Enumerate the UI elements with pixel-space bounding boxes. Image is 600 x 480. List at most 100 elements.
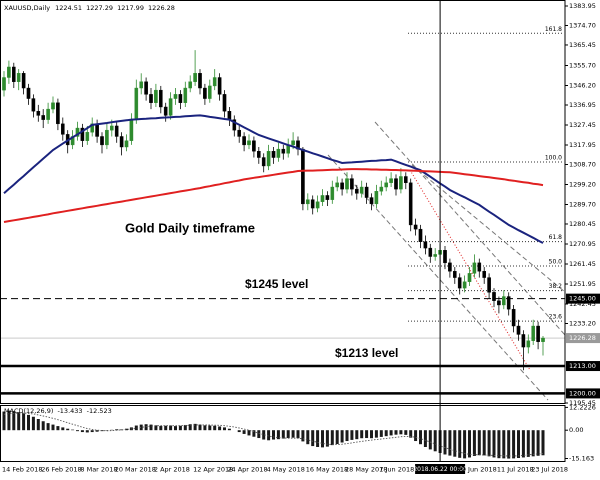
y-tick-label: 1195.45 <box>569 399 596 407</box>
macd-bar <box>149 424 153 431</box>
macd-bar <box>399 430 403 435</box>
macd-bar <box>311 430 315 447</box>
level-label: 1213.00 <box>569 362 596 370</box>
macd-bar <box>208 425 212 431</box>
candle-body <box>330 186 335 200</box>
candle-body <box>497 300 501 306</box>
macd-bar <box>2 411 6 431</box>
y-tick-label: 1317.95 <box>569 141 596 149</box>
level-tag <box>566 333 600 344</box>
candle-body <box>217 77 222 95</box>
candle-body <box>448 262 452 272</box>
macd-value: -13.433 <box>57 407 82 415</box>
close: 1226.28 <box>148 4 175 12</box>
candle-body <box>237 129 242 137</box>
macd-bar <box>428 430 432 450</box>
x-tick-label: 14 Feb 2018 <box>2 466 42 474</box>
fib-label: 100.0 <box>545 154 562 161</box>
candle-body <box>306 199 310 205</box>
macd-bar <box>384 430 388 437</box>
x-tick-label: 20 Mar 2018 <box>115 466 156 474</box>
macd-bar <box>370 430 373 439</box>
macd-bar <box>404 430 408 435</box>
macd-bar <box>188 424 192 431</box>
macd-bar <box>139 424 143 431</box>
signal-line <box>3 412 544 457</box>
annotation: $1213 level <box>335 346 398 360</box>
macd-bar <box>22 413 26 431</box>
macd-bar <box>134 425 138 431</box>
y-tick-label: 1251.95 <box>569 280 596 288</box>
x-tick-label: 29 Jun 2018 <box>458 466 497 474</box>
candle-body <box>232 119 237 131</box>
x-tick-label: 11 Jul 2018 <box>497 466 534 474</box>
macd-bar <box>7 410 11 431</box>
candle-body <box>325 195 330 200</box>
macd-bar <box>286 430 290 439</box>
candle-body <box>384 182 389 188</box>
candle-body <box>16 73 21 82</box>
crosshair-tag <box>415 464 466 474</box>
y-tick-label: 1327.45 <box>569 121 596 129</box>
candle-body <box>477 262 482 272</box>
y-tick-label: 1280.45 <box>569 220 596 228</box>
candle-body <box>443 250 447 264</box>
macd-bar <box>262 430 266 440</box>
moving-average <box>3 168 544 223</box>
macd-bar <box>276 430 280 440</box>
candle-body <box>193 73 197 82</box>
macd-bar <box>423 430 427 447</box>
macd-bar <box>169 425 173 431</box>
candle-body <box>413 224 418 230</box>
x-tick-label: 7 Jun 2018 <box>379 466 414 474</box>
fib-label: 50.0 <box>549 258 563 265</box>
candle-body <box>467 273 472 282</box>
x-tick-label: 16 May 2018 <box>306 466 348 474</box>
candle-body <box>291 140 295 146</box>
macd-bar <box>76 430 79 432</box>
macd-bar <box>46 423 50 431</box>
candle-body <box>399 176 403 190</box>
macd-bar <box>350 430 354 440</box>
y-tick-label: 0.00 <box>569 426 583 434</box>
candle-body <box>516 325 521 335</box>
macd-bar <box>178 425 182 431</box>
x-tick-label: 26 Feb 2018 <box>41 466 81 474</box>
macd-bar <box>374 430 378 438</box>
macd-header: MACD(12,26,9) -13.433 -12.523 <box>4 407 112 415</box>
candle-body <box>340 182 344 190</box>
candle-body <box>408 182 413 226</box>
macd-bar <box>477 430 481 456</box>
macd-bar <box>27 414 30 431</box>
candle-body <box>85 132 90 141</box>
macd-bar <box>174 426 177 431</box>
macd-bar <box>340 430 344 443</box>
x-tick-label: 28 May 2018 <box>345 466 387 474</box>
candle-body <box>335 182 340 188</box>
macd-bar <box>281 430 285 439</box>
macd-bar <box>487 430 491 457</box>
macd-bar <box>325 430 329 447</box>
macd-bar <box>531 430 535 457</box>
y-tick-label: 1365.45 <box>569 41 596 49</box>
macd-bar <box>521 430 525 458</box>
annotation: Gold Daily timeframe <box>125 220 255 235</box>
candle-body <box>242 136 246 146</box>
macd-bar <box>492 430 496 458</box>
macd-bar <box>267 430 271 441</box>
candle-body <box>536 325 540 342</box>
candle-body <box>222 94 227 112</box>
symbol: XAUUSD,Daily <box>4 4 50 12</box>
y-tick-label: 1261.45 <box>569 260 596 268</box>
candle-body <box>541 337 545 342</box>
macd-bar <box>512 430 516 459</box>
macd-bar <box>536 430 540 456</box>
candle-body <box>2 77 6 91</box>
macd-bar <box>463 430 467 459</box>
macd-bar <box>335 430 339 445</box>
macd-bar <box>125 428 128 431</box>
macd-bar <box>301 430 305 442</box>
